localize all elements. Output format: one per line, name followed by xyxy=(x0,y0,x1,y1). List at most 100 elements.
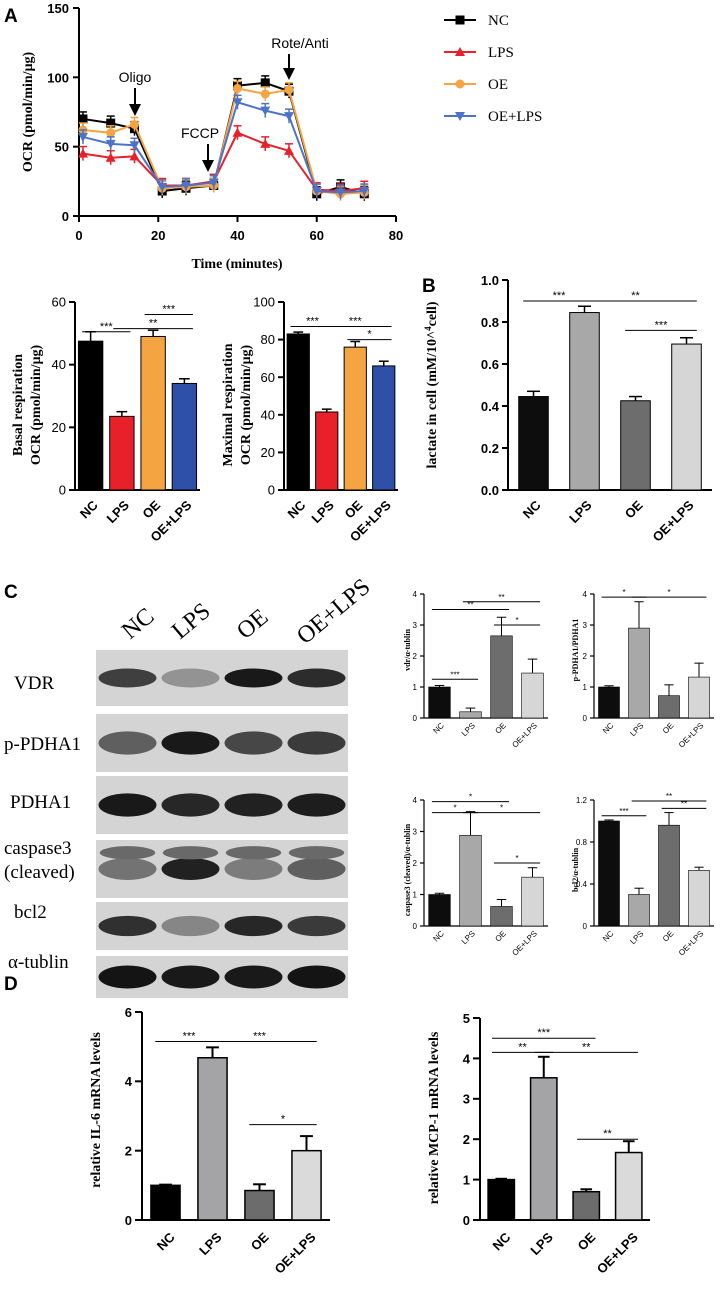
vdr-bar-oe-lps xyxy=(521,672,544,719)
blot-band xyxy=(224,668,283,688)
il6-bar-oe-lps xyxy=(291,1149,322,1221)
ocr-point xyxy=(455,79,465,89)
mcp1-y-label: relative MCP-1 mRNA levels xyxy=(427,1031,442,1204)
panel-letter-c: C xyxy=(4,582,18,603)
ocr-series-line-nc xyxy=(82,81,365,196)
mcp1-bar-oe-lps xyxy=(614,1151,643,1221)
mcp1-y-tick-label: 1 xyxy=(463,1173,470,1188)
casp-significance-stars: * xyxy=(469,793,472,802)
legend-label: OE xyxy=(488,77,508,93)
basal-y-tick-label: 20 xyxy=(52,420,66,435)
lactate-significance-stars: *** xyxy=(655,319,669,331)
lactate-y-tick-label: 0.0 xyxy=(481,483,499,498)
blot-lane-oe: OE xyxy=(232,604,273,644)
panel-letter-d: D xyxy=(4,974,18,995)
vdr-y-tick-label: 0 xyxy=(413,714,418,723)
ocr-point xyxy=(208,178,219,188)
ocr-series-line-oe xyxy=(82,87,365,195)
ppdh-chart: 0 1 2 3 4 NC LPS OE OE+LPS * * xyxy=(583,588,714,750)
ocr-x-tick-label: 80 xyxy=(389,228,403,243)
blot-band xyxy=(162,846,219,860)
maximal-y-tick-label: 20 xyxy=(261,445,275,460)
blot-band xyxy=(98,731,157,755)
blot-band xyxy=(287,793,346,817)
ppdh-category-label: NC xyxy=(601,721,616,736)
mcp1-y-tick-label: 2 xyxy=(463,1132,470,1147)
bcl2-bar-lps xyxy=(628,894,650,927)
ocr-point xyxy=(284,85,294,95)
ocr-chart: 0 50 100 150 0 20 40 60 80 OCR (pmol/min/μg) Ti… xyxy=(21,1,542,272)
lactate-bar-oe-lps xyxy=(671,343,702,491)
basal-y-label-1: Basal respiration xyxy=(11,354,26,456)
ocr-point xyxy=(232,127,243,137)
blot-row-tublin: α-tublin xyxy=(8,952,69,973)
ppdh-y-tick-label: 3 xyxy=(583,621,588,630)
blot-lane-oelps: OE+LPS xyxy=(292,574,375,650)
casp-y-tick-label: 1 xyxy=(413,890,418,899)
ocr-point xyxy=(260,138,271,148)
bcl2-y-tick-label: 0.4 xyxy=(576,880,588,889)
blot-band xyxy=(98,793,157,817)
casp-y-label: caspase3 (cleaved)/α-tublin xyxy=(403,823,412,916)
basal-bar-oe xyxy=(140,335,166,491)
blot-row-pdha1: PDHA1 xyxy=(10,792,71,813)
il6-bar-oe xyxy=(244,1189,275,1221)
lactate-category-label: LPS xyxy=(566,497,595,526)
blot-row-cleaved: (cleaved) xyxy=(4,862,75,883)
mcp1-category-label: OE xyxy=(574,1229,598,1253)
bcl2-significance-stars: ** xyxy=(666,792,672,801)
bcl2-category-label: OE+LPS xyxy=(677,929,706,958)
il6-y-tick-label: 4 xyxy=(125,1074,133,1089)
mcp1-category-label: NC xyxy=(489,1229,513,1253)
bcl2-bar-oe-lps xyxy=(688,870,710,927)
maximal-bar-oe xyxy=(343,346,367,491)
lactate-y-label: lactate in cell (mM/10^4cell) xyxy=(423,301,440,468)
casp-bar-oe-lps xyxy=(521,876,544,927)
blot-band xyxy=(99,846,156,860)
basal-category-label: OE xyxy=(139,497,163,521)
bcl2-significance-stars: *** xyxy=(619,807,628,816)
ocr-point xyxy=(105,152,116,162)
casp-significance-stars: * xyxy=(515,854,518,863)
ocr-point xyxy=(157,182,168,192)
mcp1-bar-oe xyxy=(572,1190,601,1221)
oligo-annotation: Oligo xyxy=(119,69,152,85)
basal-category-label: NC xyxy=(77,497,101,521)
maximal-significance-stars: * xyxy=(367,329,372,341)
vdr-bar-nc xyxy=(428,686,451,719)
lactate-category-label: NC xyxy=(520,497,544,521)
ocr-point xyxy=(180,181,191,191)
casp-y-tick-label: 2 xyxy=(413,859,418,868)
ppdh-y-tick-label: 0 xyxy=(583,714,588,723)
ocr-point xyxy=(129,141,140,151)
blot-band xyxy=(224,857,283,881)
ocr-point xyxy=(455,47,465,56)
maximal-y-label-2: OCR (pmol/min/μg) xyxy=(239,345,254,466)
vdr-significance-stars: ** xyxy=(467,601,473,610)
il6-category-label: NC xyxy=(154,1229,178,1253)
ocr-point xyxy=(359,187,370,197)
casp-significance-stars: * xyxy=(453,804,456,813)
blot-lane-lps: LPS xyxy=(167,598,215,645)
blot-band xyxy=(287,965,346,989)
mcp1-significance-stars: ** xyxy=(518,1041,527,1053)
casp-chart: 0 1 2 3 4 NC LPS OE OE+LPS * * * * xyxy=(413,793,548,958)
vdr-bar-oe xyxy=(490,635,513,719)
maximal-category-label: LPS xyxy=(308,497,337,526)
ppdh-y-tick-label: 1 xyxy=(583,683,588,692)
il6-y-tick-label: 2 xyxy=(125,1144,132,1159)
vdr-bar-lps xyxy=(459,711,482,719)
basal-significance-stars: ** xyxy=(149,318,158,330)
mcp1-category-label: LPS xyxy=(527,1229,556,1258)
mcp1-bar-nc xyxy=(487,1178,516,1221)
casp-bar-lps xyxy=(459,834,482,927)
ocr-point xyxy=(129,119,139,129)
vdr-category-label: LPS xyxy=(460,721,477,738)
ppdh-bar-oe xyxy=(658,695,680,719)
bcl2-y-tick-label: 0.8 xyxy=(576,838,588,847)
ocr-point xyxy=(233,83,242,93)
blot-lane-nc: NC xyxy=(117,603,159,644)
